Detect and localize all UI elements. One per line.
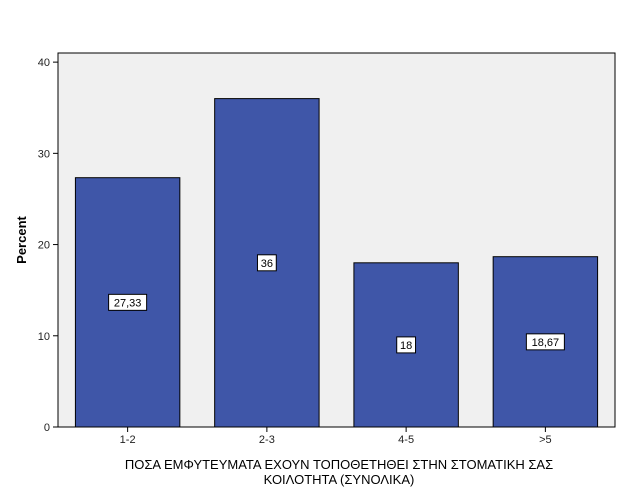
data-label: 27,33: [114, 297, 142, 309]
y-axis: 0 10 20 30 40: [38, 53, 59, 434]
x-tick-label: >5: [539, 434, 552, 446]
data-label: 18,67: [532, 337, 560, 349]
x-tick-label: 1-2: [120, 434, 136, 446]
y-tick-label: 10: [38, 331, 50, 343]
data-label-box: [256, 254, 277, 272]
y-tick-label: 0: [44, 422, 50, 434]
x-axis: 1-2 2-3 4-5 >5: [58, 426, 615, 446]
y-tick-label: 40: [38, 57, 50, 69]
data-label-box: [396, 336, 417, 354]
y-tick-label: 30: [38, 148, 50, 160]
bars-group: 27,33 36 18 18,67: [74, 98, 599, 428]
data-label: 18: [400, 340, 412, 352]
x-axis-label-line-1: ΠΟΣΑ ΕΜΦΥΤΕΥΜΑΤΑ ΕΧΟΥΝ ΤΟΠΟΘΕΤΗΘΕΙ ΣΤΗΝ …: [125, 457, 553, 472]
x-axis-label-line-2: ΚΟΙΛΟΤΗΤΑ (ΣΥΝΟΛΙΚΑ): [264, 472, 415, 487]
y-tick-label: 20: [38, 240, 50, 252]
y-axis-label: Percent: [14, 215, 29, 263]
data-label-box: [525, 333, 565, 351]
x-tick-label: 2-3: [259, 434, 275, 446]
x-tick-label: 4-5: [398, 434, 414, 446]
data-label: 36: [261, 258, 273, 270]
data-label-box: [108, 293, 148, 311]
